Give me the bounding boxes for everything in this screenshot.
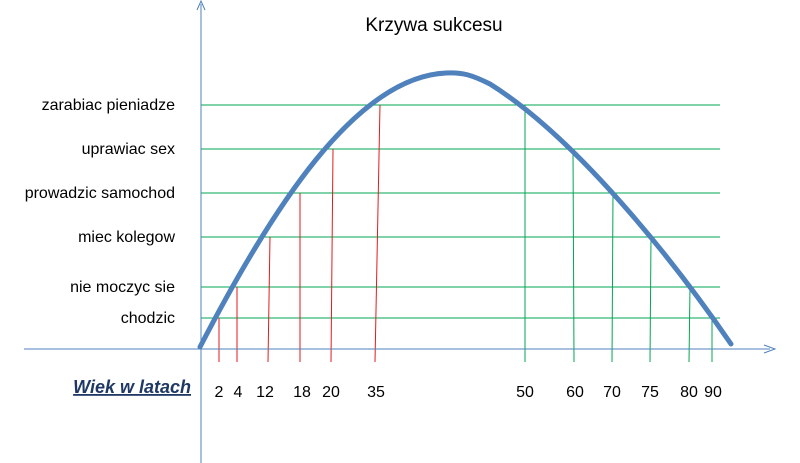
age-label: 2 bbox=[215, 384, 224, 401]
axes bbox=[24, 0, 777, 463]
level-label: uprawiac sex bbox=[82, 141, 175, 158]
age-label: 4 bbox=[234, 384, 243, 401]
age-label: 35 bbox=[367, 384, 385, 401]
diagram-title: Krzywa sukcesu bbox=[365, 15, 502, 36]
age-label: 80 bbox=[680, 384, 698, 401]
y-axis-arrow bbox=[196, 0, 206, 11]
level-label: miec kolegow bbox=[78, 229, 175, 246]
rise-marker bbox=[330, 148, 334, 363]
level-label: nie moczyc sie bbox=[70, 279, 175, 296]
age-markers bbox=[218, 104, 713, 363]
level-label: zarabiac pieniadze bbox=[42, 97, 176, 114]
age-label: 75 bbox=[641, 384, 659, 401]
x-axis-title: Wiek w latach bbox=[73, 377, 191, 397]
age-label: 12 bbox=[256, 384, 274, 401]
age-label: 70 bbox=[603, 384, 621, 401]
level-lines bbox=[201, 104, 720, 319]
level-label: prowadzic samochod bbox=[25, 185, 175, 202]
age-label: 50 bbox=[516, 384, 534, 401]
level-label: chodzic bbox=[121, 310, 175, 327]
age-labels: 2 4 12 18 20 35 50 60 70 75 80 90 bbox=[215, 384, 722, 401]
age-label: 18 bbox=[293, 384, 311, 401]
rise-marker bbox=[267, 236, 271, 363]
success-curve bbox=[197, 70, 734, 350]
fall-marker bbox=[572, 148, 575, 363]
level-labels: zarabiac pieniadze uprawiac sex prowadzic … bbox=[25, 97, 176, 327]
x-axis-arrow bbox=[763, 344, 777, 354]
age-label: 90 bbox=[704, 384, 722, 401]
fall-marker bbox=[649, 236, 652, 363]
fall-marker bbox=[688, 286, 691, 363]
rise-marker bbox=[374, 104, 381, 363]
fall-marker bbox=[611, 192, 614, 363]
age-label: 60 bbox=[566, 384, 584, 401]
age-label: 20 bbox=[322, 384, 340, 401]
